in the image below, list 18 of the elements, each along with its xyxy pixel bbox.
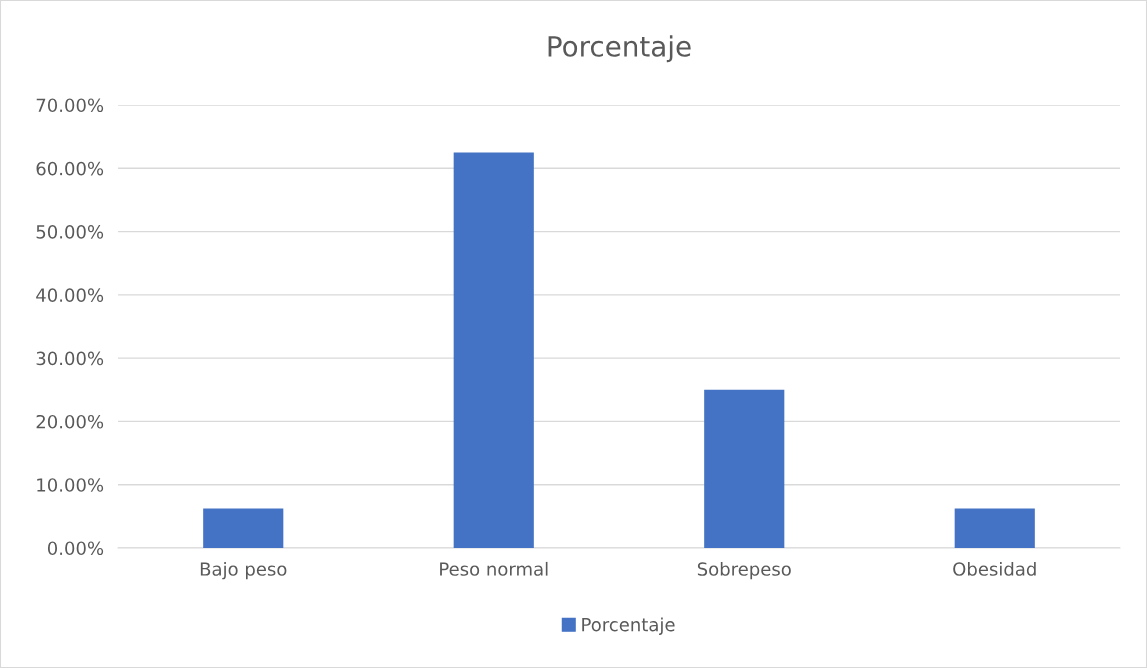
y-tick-label: 70.00%: [36, 98, 104, 113]
x-tick-label: Peso normal: [440, 561, 548, 576]
y-tick-label: 30.00%: [36, 351, 104, 366]
y-tick-label: 40.00%: [36, 288, 104, 302]
x-tick-label: Obesidad: [953, 561, 1036, 576]
bar: [203, 508, 284, 548]
bar: [704, 389, 785, 548]
y-tick-label: 20.00%: [36, 414, 104, 429]
x-tick-label: Bajo peso: [200, 561, 287, 580]
bar: [453, 152, 534, 548]
legend-label: Porcentaje: [582, 617, 675, 635]
y-tick-label: 60.00%: [36, 161, 104, 176]
bar: [954, 508, 1035, 548]
y-tick-label: 10.00%: [37, 478, 104, 492]
chart-title: Porcentaje: [548, 35, 691, 63]
x-tick-label: Sobrepeso: [697, 561, 791, 580]
y-tick-label: 50.00%: [36, 225, 104, 239]
y-tick-label: 0.00%: [47, 541, 104, 556]
